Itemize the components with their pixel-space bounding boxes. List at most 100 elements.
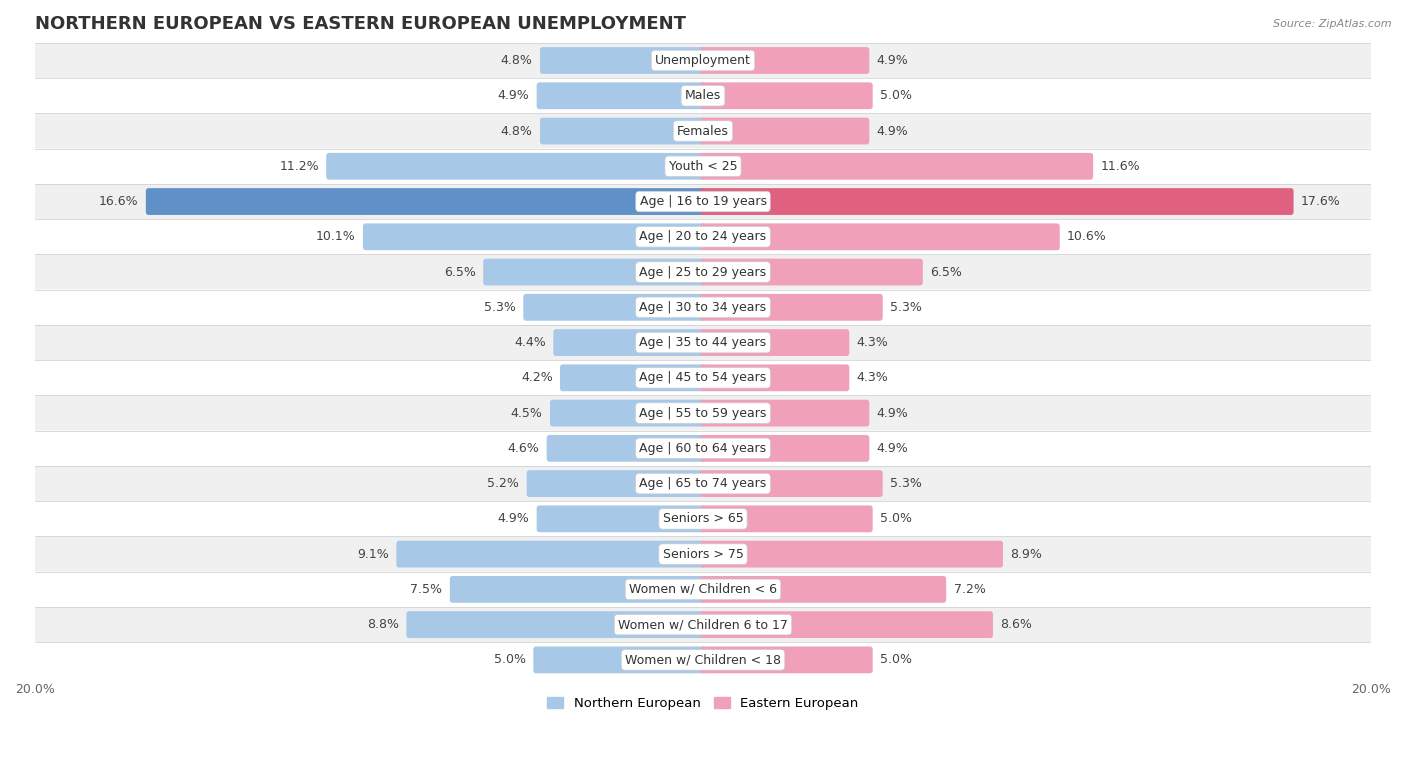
Text: 8.6%: 8.6% [1000,618,1032,631]
Text: 4.9%: 4.9% [498,89,529,102]
Text: 10.1%: 10.1% [316,230,356,243]
Text: Age | 35 to 44 years: Age | 35 to 44 years [640,336,766,349]
Text: 4.9%: 4.9% [877,125,908,138]
FancyBboxPatch shape [700,611,993,638]
Legend: Northern European, Eastern European: Northern European, Eastern European [543,692,863,715]
Text: 7.5%: 7.5% [411,583,443,596]
Text: 5.3%: 5.3% [890,301,922,314]
Text: 9.1%: 9.1% [357,547,389,561]
FancyBboxPatch shape [700,223,1060,251]
FancyBboxPatch shape [35,43,1371,78]
Text: 5.3%: 5.3% [484,301,516,314]
Text: 10.6%: 10.6% [1067,230,1107,243]
FancyBboxPatch shape [35,642,1371,678]
Text: 4.8%: 4.8% [501,54,533,67]
Text: 5.0%: 5.0% [880,653,912,666]
Text: 11.6%: 11.6% [1101,160,1140,173]
FancyBboxPatch shape [527,470,706,497]
FancyBboxPatch shape [700,506,873,532]
FancyBboxPatch shape [700,117,869,145]
FancyBboxPatch shape [363,223,706,251]
FancyBboxPatch shape [700,83,873,109]
FancyBboxPatch shape [560,364,706,391]
Text: 16.6%: 16.6% [98,195,138,208]
Text: 5.2%: 5.2% [488,477,519,490]
FancyBboxPatch shape [700,540,1002,568]
Text: 17.6%: 17.6% [1301,195,1341,208]
FancyBboxPatch shape [700,435,869,462]
Text: Seniors > 65: Seniors > 65 [662,512,744,525]
FancyBboxPatch shape [700,47,869,74]
Text: Unemployment: Unemployment [655,54,751,67]
FancyBboxPatch shape [35,431,1371,466]
Text: 4.8%: 4.8% [501,125,533,138]
Text: Source: ZipAtlas.com: Source: ZipAtlas.com [1274,19,1392,29]
FancyBboxPatch shape [35,114,1371,148]
FancyBboxPatch shape [35,572,1371,607]
Text: 8.9%: 8.9% [1011,547,1042,561]
Text: 4.9%: 4.9% [498,512,529,525]
FancyBboxPatch shape [537,83,706,109]
FancyBboxPatch shape [533,646,706,673]
FancyBboxPatch shape [406,611,706,638]
Text: Males: Males [685,89,721,102]
FancyBboxPatch shape [540,117,706,145]
FancyBboxPatch shape [35,290,1371,325]
FancyBboxPatch shape [700,188,1294,215]
Text: Females: Females [678,125,728,138]
Text: 4.3%: 4.3% [856,372,889,385]
FancyBboxPatch shape [35,360,1371,395]
FancyBboxPatch shape [540,47,706,74]
Text: Seniors > 75: Seniors > 75 [662,547,744,561]
Text: Age | 60 to 64 years: Age | 60 to 64 years [640,442,766,455]
FancyBboxPatch shape [484,259,706,285]
Text: 5.0%: 5.0% [494,653,526,666]
FancyBboxPatch shape [35,537,1371,572]
FancyBboxPatch shape [35,501,1371,537]
FancyBboxPatch shape [700,259,922,285]
Text: Age | 30 to 34 years: Age | 30 to 34 years [640,301,766,314]
FancyBboxPatch shape [146,188,706,215]
Text: 4.2%: 4.2% [522,372,553,385]
Text: NORTHERN EUROPEAN VS EASTERN EUROPEAN UNEMPLOYMENT: NORTHERN EUROPEAN VS EASTERN EUROPEAN UN… [35,15,686,33]
FancyBboxPatch shape [326,153,706,179]
FancyBboxPatch shape [35,607,1371,642]
Text: 11.2%: 11.2% [280,160,319,173]
FancyBboxPatch shape [700,329,849,356]
Text: 7.2%: 7.2% [953,583,986,596]
Text: Age | 55 to 59 years: Age | 55 to 59 years [640,407,766,419]
FancyBboxPatch shape [554,329,706,356]
Text: Age | 16 to 19 years: Age | 16 to 19 years [640,195,766,208]
FancyBboxPatch shape [35,220,1371,254]
Text: 5.3%: 5.3% [890,477,922,490]
FancyBboxPatch shape [547,435,706,462]
FancyBboxPatch shape [700,364,849,391]
Text: Women w/ Children < 6: Women w/ Children < 6 [628,583,778,596]
Text: 5.0%: 5.0% [880,89,912,102]
Text: 4.6%: 4.6% [508,442,540,455]
Text: 4.9%: 4.9% [877,54,908,67]
Text: 6.5%: 6.5% [444,266,475,279]
FancyBboxPatch shape [35,148,1371,184]
FancyBboxPatch shape [550,400,706,426]
Text: 4.9%: 4.9% [877,407,908,419]
Text: Age | 65 to 74 years: Age | 65 to 74 years [640,477,766,490]
Text: 4.5%: 4.5% [510,407,543,419]
Text: Age | 20 to 24 years: Age | 20 to 24 years [640,230,766,243]
Text: Women w/ Children < 18: Women w/ Children < 18 [626,653,780,666]
Text: 4.4%: 4.4% [515,336,546,349]
FancyBboxPatch shape [35,254,1371,290]
FancyBboxPatch shape [35,325,1371,360]
Text: 4.9%: 4.9% [877,442,908,455]
FancyBboxPatch shape [700,470,883,497]
Text: 5.0%: 5.0% [880,512,912,525]
FancyBboxPatch shape [523,294,706,321]
FancyBboxPatch shape [35,184,1371,220]
Text: Women w/ Children 6 to 17: Women w/ Children 6 to 17 [619,618,787,631]
Text: 4.3%: 4.3% [856,336,889,349]
FancyBboxPatch shape [35,78,1371,114]
FancyBboxPatch shape [35,466,1371,501]
Text: 6.5%: 6.5% [931,266,962,279]
FancyBboxPatch shape [700,400,869,426]
FancyBboxPatch shape [700,576,946,603]
